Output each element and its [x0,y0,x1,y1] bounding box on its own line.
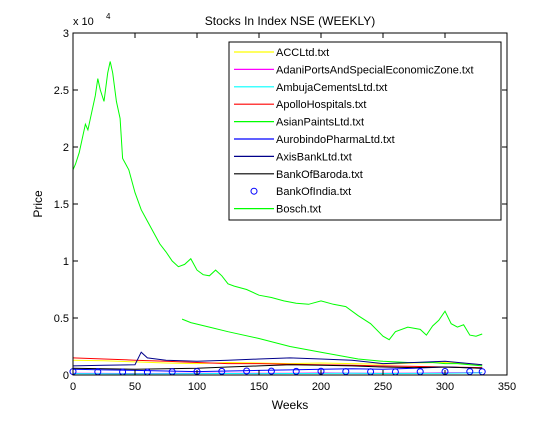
legend-label: ACCLtd.txt [276,47,329,59]
legend-label: AurobindoPharmaLtd.txt [276,134,395,146]
legend-label: AxisBankLtd.txt [276,151,352,163]
legend-item: AurobindoPharmaLtd.txt [234,134,395,146]
series-line-ambuja-cements-ltd [72,372,483,375]
legend-label: AdaniPortsAndSpecialEconomicZone.txt [276,64,474,76]
legend-item: BankOfBaroda.txt [234,169,363,181]
x-tick-label: 200 [312,381,330,393]
legend-label: ApolloHospitals.txt [276,99,367,111]
y-tick-label: 0.5 [54,313,69,325]
series-line-apollo-hospitals [72,357,483,369]
series-line-bank-of-baroda [72,364,483,370]
data-point [267,367,275,375]
x-tick-label: 0 [70,381,76,393]
chart-title: Stocks In Index NSE (WEEKLY) [205,14,376,28]
y-exponent-label: x 10 [73,16,94,28]
legend-item: Bosch.txt [234,204,321,216]
legend-label: Bosch.txt [276,204,321,216]
x-tick-label: 300 [436,381,454,393]
x-tick-label: 100 [188,381,206,393]
y-axis-label: Price [31,190,45,218]
legend-item: AxisBankLtd.txt [234,151,352,163]
x-tick-label: 250 [374,381,392,393]
y-tick-label: 1.5 [54,199,69,211]
legend-label: AmbujaCementsLtd.txt [276,82,387,94]
legend-item: AdaniPortsAndSpecialEconomicZone.txt [234,64,474,76]
series-line-bosch [72,61,483,341]
y-tick-label: 0 [63,370,69,382]
data-point [218,367,226,375]
y-tick-label: 2.5 [54,85,69,97]
legend-box [228,41,502,221]
legend-swatch [250,187,258,195]
series-line-accltd [72,359,483,366]
x-tick-label: 50 [129,381,141,393]
data-point [243,367,251,375]
y-tick-label: 1 [63,256,69,268]
legend-item: AsianPaintsLtd.txt [234,117,364,129]
legend: ACCLtd.txt AdaniPortsAndSpecialEconomicZo… [228,41,502,221]
series-line-asian-paints-ltd [181,318,483,367]
x-tick-label: 350 [498,381,516,393]
legend-label: BankOfBaroda.txt [276,169,363,181]
data-point [292,367,300,375]
series-layer [69,61,486,376]
legend-item: ApolloHospitals.txt [234,99,367,111]
legend-item: AmbujaCementsLtd.txt [234,82,387,94]
y-exponent-power: 4 [106,12,111,21]
legend-label: BankOfIndia.txt [276,186,351,198]
y-tick-label: 3 [63,28,69,40]
legend-label: AsianPaintsLtd.txt [276,117,364,129]
ticks-layer: 0 50 100 150 200 250 300 350 0 0.5 1 1.5 2 2.5 3 [54,28,516,393]
legend-items: ACCLtd.txt AdaniPortsAndSpecialEconomicZo… [234,47,474,216]
series-line-axis-bank-ltd [72,351,483,367]
y-tick-label: 2 [63,142,69,154]
x-tick-label: 150 [250,381,268,393]
legend-item: BankOfIndia.txt [250,186,351,198]
x-axis-label: Weeks [272,398,308,412]
legend-item: ACCLtd.txt [234,47,329,59]
